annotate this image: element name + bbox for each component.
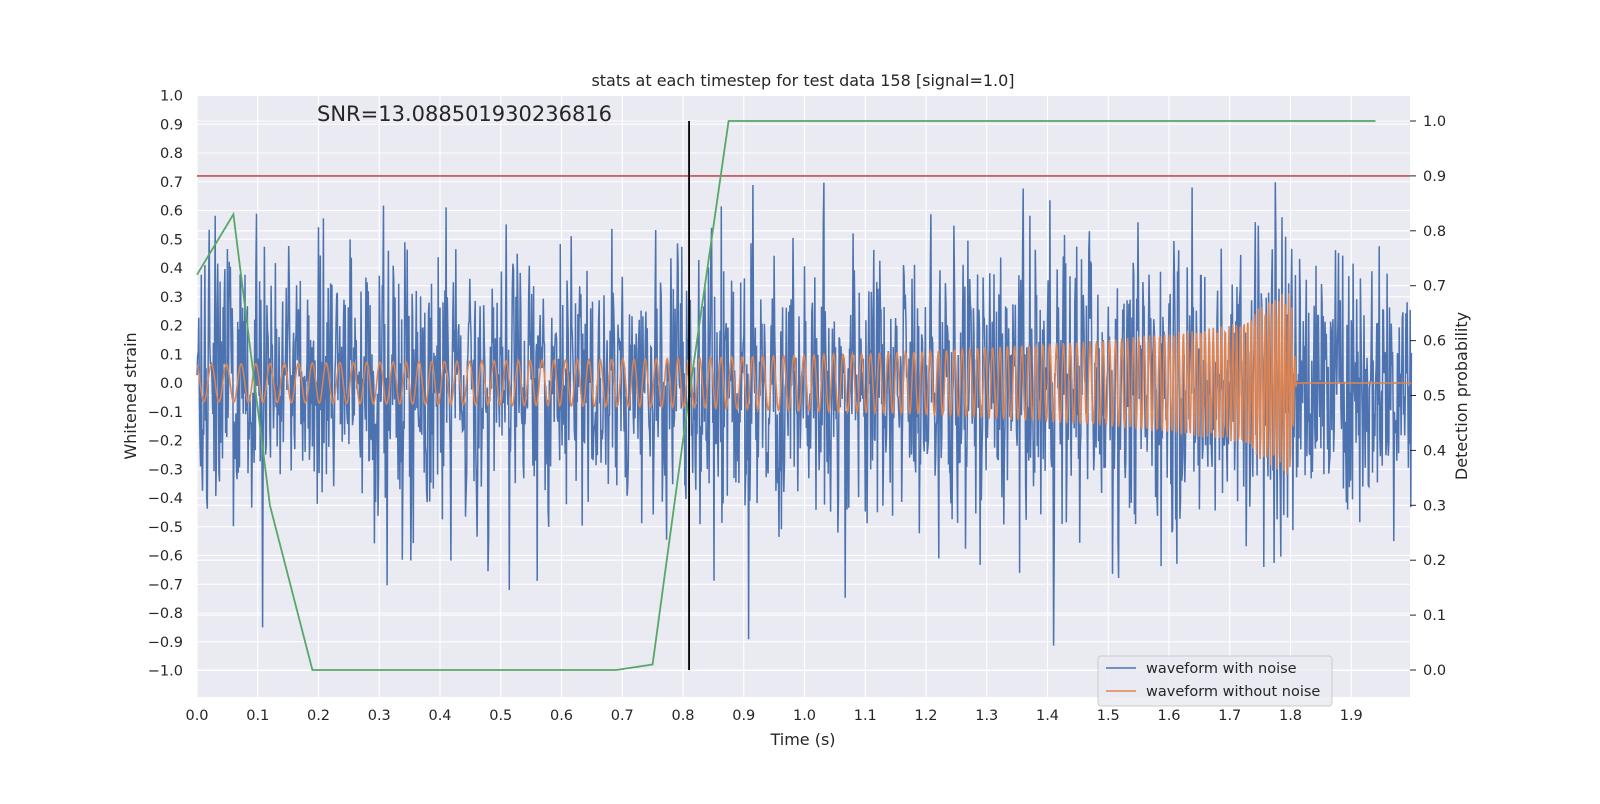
- x-tick-label: 1.5: [1097, 708, 1120, 724]
- y2-tick-label: 0.0: [1423, 663, 1446, 679]
- y2-tick-label: 0.7: [1423, 279, 1446, 295]
- chart-title: stats at each timestep for test data 158…: [591, 71, 1014, 90]
- y-tick-label: 0.2: [160, 319, 183, 335]
- legend-box: [1097, 655, 1333, 707]
- legend-label-clean: waveform without noise: [1146, 684, 1320, 700]
- y-tick-label: −0.6: [148, 549, 183, 565]
- y-tick-label: −1.0: [148, 664, 183, 680]
- x-tick-label: 1.3: [975, 708, 998, 724]
- y-tick-label: 0.1: [160, 347, 183, 363]
- y-tick-label: 0.4: [160, 261, 183, 277]
- y2-tick-label: 0.6: [1423, 334, 1446, 350]
- y-tick-label: 0.8: [160, 146, 183, 162]
- tick-labels: 0.0 0.1 0.2 0.3 0.4 0.5 0.6 0.7 0.8 0.9 1.0 1.1 1.2 1…: [148, 89, 1446, 725]
- y2-tick-label: 0.2: [1423, 553, 1446, 569]
- series-group: [196, 120, 1413, 671]
- y2-tick-label: 0.9: [1423, 169, 1446, 185]
- x-tick-label: 1.9: [1340, 708, 1363, 724]
- grid-lines: [196, 94, 1410, 697]
- y-tick-label: −0.3: [148, 462, 183, 478]
- x-tick-label: 0.5: [489, 708, 512, 724]
- x-tick-label: 1.6: [1157, 708, 1180, 724]
- y-tick-label: 0.3: [160, 290, 183, 306]
- x-tick-label: 1.4: [1036, 708, 1059, 724]
- series-waveform-without-noise: [196, 293, 1412, 475]
- y-tick-label: 0.9: [160, 117, 183, 133]
- y-tick-label: −0.8: [148, 606, 183, 622]
- x-tick-label: 1.2: [914, 708, 937, 724]
- x-tick-label: 1.1: [854, 708, 877, 724]
- y2-tick-label: 1.0: [1423, 114, 1446, 130]
- x-tick-label: 1.7: [1218, 708, 1241, 724]
- y-tick-label: −0.2: [148, 434, 183, 450]
- y-tick-label: 0.7: [160, 175, 183, 191]
- x-tick-label: 0.9: [732, 708, 755, 724]
- y2-tick-label: 0.3: [1423, 498, 1446, 514]
- y-tick-label: −0.9: [148, 635, 183, 651]
- y-axis-label: Whitened strain: [121, 332, 140, 459]
- y2-tick-label: 0.4: [1423, 443, 1446, 459]
- x-tick-label: 0.4: [428, 708, 451, 724]
- x-tick-label: 0.8: [671, 708, 694, 724]
- y-tick-label: −0.5: [148, 520, 183, 536]
- x-tick-label: 1.8: [1279, 708, 1302, 724]
- series-detection-probability: [196, 120, 1376, 671]
- y-tick-label: 0.6: [160, 204, 183, 220]
- x-tick-label: 1.0: [793, 708, 816, 724]
- snr-annotation: SNR=13.088501930236816: [317, 102, 612, 126]
- y-tick-label: 0.5: [160, 232, 183, 248]
- y-tick-label: −0.4: [148, 491, 183, 507]
- legend-label-noise: waveform with noise: [1146, 661, 1297, 677]
- x-tick-label: 0.3: [368, 708, 391, 724]
- legend: waveform with noise waveform without noi…: [1097, 655, 1333, 707]
- x-tick-label: 0.2: [307, 708, 330, 724]
- y-tick-label: −0.7: [148, 577, 183, 593]
- y2-axis-label: Detection probability: [1452, 312, 1471, 480]
- series-waveform-with-noise: [196, 182, 1413, 646]
- y-tick-label: −0.1: [148, 405, 183, 421]
- y-tick-label: 0.0: [160, 376, 183, 392]
- x-tick-label: 0.1: [246, 708, 269, 724]
- y-tick-label: 1.0: [160, 89, 183, 105]
- x-axis-label: Time (s): [769, 730, 835, 749]
- y2-tick-label: 0.1: [1423, 608, 1446, 624]
- y2-tick-label: 0.8: [1423, 224, 1446, 240]
- x-tick-label: 0.7: [611, 708, 634, 724]
- x-tick-label: 0.0: [185, 708, 208, 724]
- x-tick-label: 0.6: [550, 708, 573, 724]
- y2-tick-label: 0.5: [1423, 389, 1446, 405]
